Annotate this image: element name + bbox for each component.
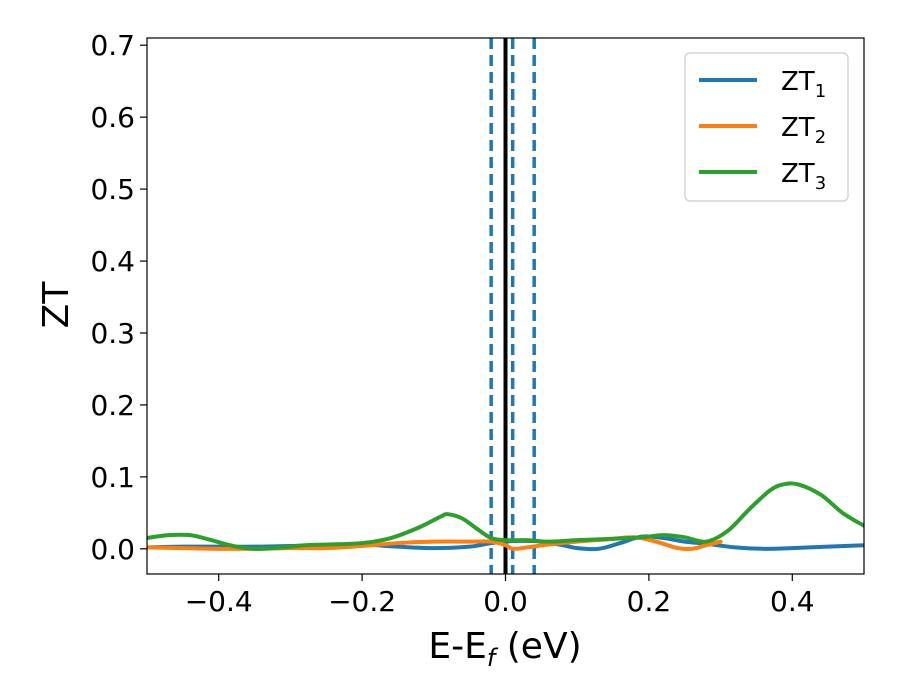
legend-label-zt1: ZT1 (781, 67, 826, 102)
y-tick-label: 0.3 (90, 317, 135, 350)
y-tick-label: 0.7 (90, 29, 135, 62)
x-axis-label: E-Ef (eV) (428, 626, 581, 672)
y-axis-label: ZT (36, 281, 77, 329)
plot-area (146, 37, 865, 575)
legend: ZT1 ZT2 ZT3 (684, 52, 849, 202)
legend-label-zt2: ZT2 (781, 113, 826, 148)
y-tick-label: 0.0 (90, 533, 135, 566)
x-tick-label: −0.4 (185, 585, 253, 618)
x-tick-label: −0.2 (328, 585, 396, 618)
y-axis-ticks: 0.0 0.1 0.2 0.3 0.4 0.5 0.6 0.7 (90, 29, 147, 566)
y-tick-label: 0.4 (90, 245, 135, 278)
x-tick-label: 0.4 (770, 585, 815, 618)
series-line-zt3 (147, 481, 864, 551)
y-tick-label: 0.5 (90, 173, 135, 206)
y-tick-label: 0.2 (90, 389, 135, 422)
x-tick-label: 0.2 (627, 585, 672, 618)
x-tick-label: 0.0 (483, 585, 528, 618)
legend-box (684, 52, 849, 202)
x-axis-ticks: −0.4 −0.2 0.0 0.2 0.4 (185, 574, 815, 618)
legend-label-zt3: ZT3 (781, 159, 826, 194)
y-tick-label: 0.6 (90, 101, 135, 134)
y-tick-label: 0.1 (90, 461, 135, 494)
plot-content (147, 38, 864, 574)
